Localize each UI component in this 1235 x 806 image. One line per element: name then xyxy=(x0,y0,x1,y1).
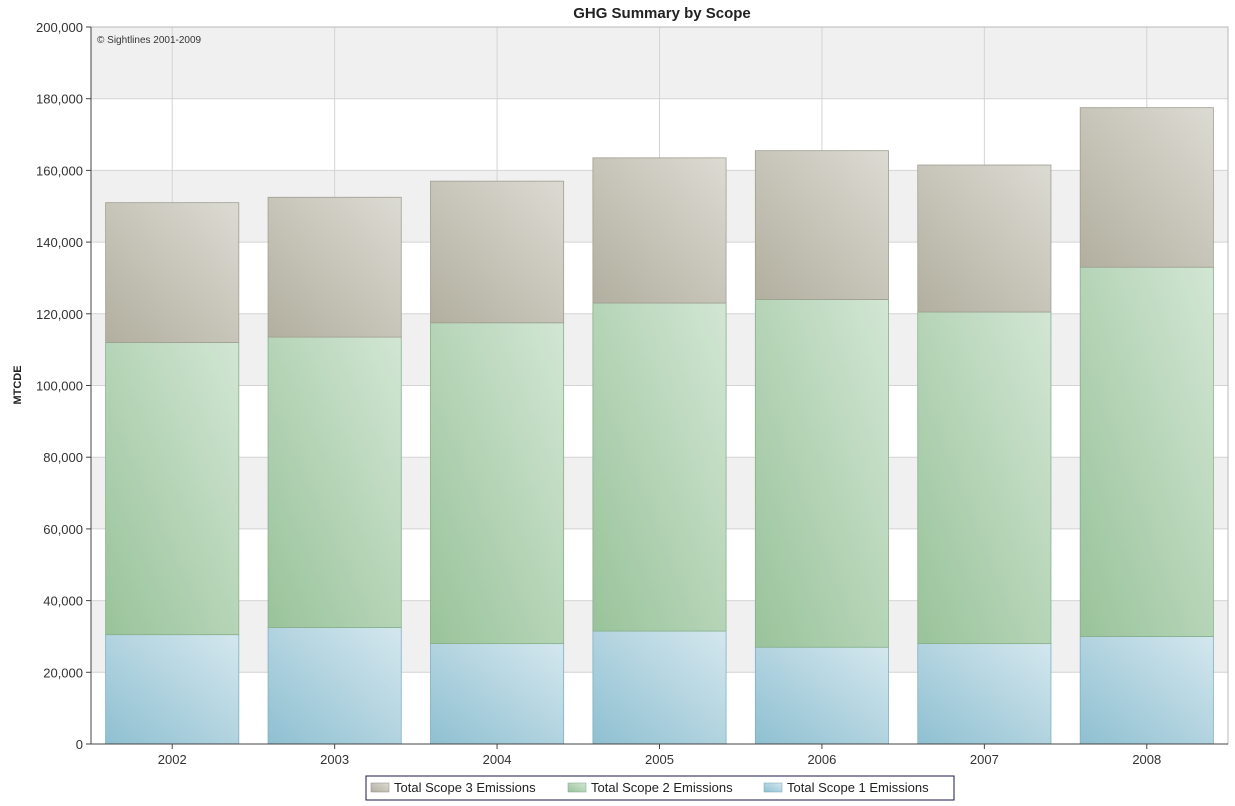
legend-label-scope-2: Total Scope 2 Emissions xyxy=(591,780,733,795)
bar-segment-scope-3-2002 xyxy=(105,202,240,343)
chart-title: GHG Summary by Scope xyxy=(573,5,751,22)
y-tick-label: 40,000 xyxy=(43,594,83,609)
x-tick-label: 2004 xyxy=(483,752,512,767)
bar-segment-scope-2-2008 xyxy=(1079,266,1214,637)
legend-swatch-scope-1 xyxy=(763,782,783,793)
bar-segment-scope-1-2002 xyxy=(105,634,240,745)
x-tick-label: 2006 xyxy=(807,752,836,767)
bar-segment-scope-1-2003 xyxy=(267,627,402,745)
bar-segment-scope-2-2002 xyxy=(105,342,240,636)
y-tick-label: 140,000 xyxy=(36,235,83,250)
y-tick-label: 160,000 xyxy=(36,163,83,178)
legend-label-scope-1: Total Scope 1 Emissions xyxy=(787,780,929,795)
legend-item-scope-1: Total Scope 1 Emissions xyxy=(763,780,929,795)
bar-segment-scope-3-2008 xyxy=(1079,107,1214,268)
bar-segment-scope-1-2008 xyxy=(1079,636,1214,745)
bar-segment-scope-1-2007 xyxy=(917,643,1052,745)
copyright-annotation: © Sightlines 2001-2009 xyxy=(97,35,202,46)
x-axis-tick-labels: 2002 2003 2004 2005 2006 2007 2008 xyxy=(158,752,1161,767)
bar-segment-scope-3-2003 xyxy=(267,196,402,338)
bar-segment-scope-3-2006 xyxy=(754,150,889,300)
y-tick-label: 60,000 xyxy=(43,522,83,537)
x-tick-label: 2002 xyxy=(158,752,187,767)
y-tick-label: 180,000 xyxy=(36,92,83,107)
y-tick-label: 80,000 xyxy=(43,450,83,465)
legend-swatch-scope-3 xyxy=(370,782,390,793)
bar-segment-scope-3-2007 xyxy=(917,164,1052,313)
axes xyxy=(86,26,1229,749)
bar-segment-scope-2-2005 xyxy=(592,302,727,632)
y-axis-tick-labels: 0 20,000 40,000 60,000 80,000 100,000 120,000 1… xyxy=(36,20,83,752)
bar-segment-scope-3-2004 xyxy=(430,180,565,324)
legend-border xyxy=(365,775,955,801)
x-tick-label: 2003 xyxy=(320,752,349,767)
y-axis-title: MTCDE xyxy=(12,365,24,404)
y-tick-label: 20,000 xyxy=(43,665,83,680)
bar-segment-scope-1-2006 xyxy=(754,646,889,745)
bar-segment-scope-1-2004 xyxy=(430,643,565,745)
x-tick-label: 2005 xyxy=(645,752,674,767)
legend-swatch-scope-2 xyxy=(567,782,587,793)
legend-item-scope-2: Total Scope 2 Emissions xyxy=(567,780,733,795)
bar-segment-scope-2-2006 xyxy=(754,299,889,648)
x-tick-label: 2007 xyxy=(970,752,999,767)
bars xyxy=(105,107,1214,745)
y-tick-label: 120,000 xyxy=(36,307,83,322)
legend: Total Scope 3 Emissions Total Scope 2 Em… xyxy=(365,775,955,801)
y-tick-label: 0 xyxy=(76,737,83,752)
y-tick-label: 100,000 xyxy=(36,379,83,394)
bar-segment-scope-2-2004 xyxy=(430,322,565,645)
bar-segment-scope-1-2005 xyxy=(592,630,727,745)
legend-item-scope-3: Total Scope 3 Emissions xyxy=(370,780,536,795)
bar-segment-scope-2-2003 xyxy=(267,336,402,628)
x-tick-label: 2008 xyxy=(1132,752,1161,767)
y-tick-label: 200,000 xyxy=(36,20,83,35)
bar-segment-scope-2-2007 xyxy=(917,311,1052,645)
bar-segment-scope-3-2005 xyxy=(592,157,727,304)
legend-label-scope-3: Total Scope 3 Emissions xyxy=(394,780,536,795)
